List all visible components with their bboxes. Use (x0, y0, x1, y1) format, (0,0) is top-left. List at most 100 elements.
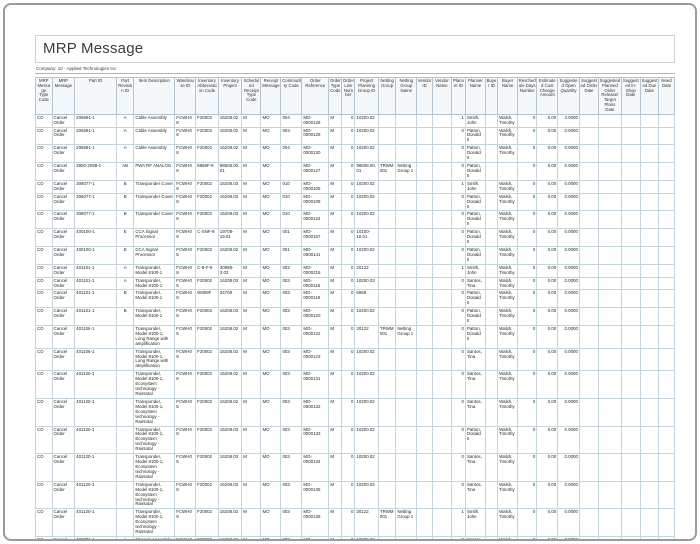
cell: 0.0000 (557, 179, 580, 194)
cell (639, 370, 660, 399)
cell: 16208.02 (217, 508, 243, 537)
cell: M (328, 126, 343, 146)
cell: MO (260, 324, 282, 349)
cell: M (328, 425, 343, 455)
cell: Walsh, Timothy (497, 397, 519, 427)
cell: FCWH08 (174, 397, 197, 427)
cell (484, 508, 499, 537)
cell (578, 289, 600, 309)
cell (416, 370, 433, 399)
cell: Transponder, Model 8100-1, Ecosystem tec… (133, 370, 176, 399)
column-header: Receipt Message (260, 77, 282, 115)
cell (620, 508, 641, 537)
cell: 20122 (354, 324, 379, 349)
cell: Walsh, Timothy (497, 276, 519, 291)
table-row: CO Cancel Order 401120-1 Transponder, Model… (35, 397, 675, 427)
cell: 0 (341, 508, 356, 537)
cell (658, 126, 675, 146)
cell: Cable Assembly (133, 144, 176, 164)
cell (377, 397, 397, 427)
cell: 004 (280, 126, 303, 146)
cell: CCA Signal Processor (133, 228, 176, 247)
table-row: CO Cancel Order 401120-1 Transponder, Model… (35, 480, 675, 510)
cell: 003 (280, 276, 303, 291)
cell: M (241, 144, 262, 164)
cell: 0 (517, 228, 538, 247)
cell: MO-0000123 (301, 347, 330, 372)
cell: 0.00 (536, 289, 559, 309)
cell: MO (260, 210, 282, 230)
cell: Walsh, Timothy (497, 535, 519, 539)
cell: MO (260, 126, 282, 146)
cell: Walsh, Timothy (497, 263, 519, 278)
cell: 0.00 (536, 162, 559, 181)
cell: 0 (341, 289, 356, 309)
cell: CO (35, 347, 53, 372)
cell: 0.0000 (557, 307, 580, 326)
cell (598, 347, 622, 372)
cell: 16208.03 (217, 179, 243, 194)
cell (395, 210, 418, 230)
cell (598, 276, 622, 291)
cell (620, 453, 641, 482)
cell: Cancel Order (51, 144, 76, 164)
cell: CO (35, 535, 53, 539)
cell: 401106-1 (74, 324, 117, 349)
cell: Walsh, Timothy (497, 210, 519, 230)
cell (431, 370, 453, 399)
cell (416, 480, 433, 510)
cell (658, 425, 675, 455)
cell: 10200.02 (354, 210, 379, 230)
column-header: Need Date (658, 77, 675, 115)
cell: M (241, 263, 262, 278)
cell (658, 347, 675, 372)
cell (395, 370, 418, 399)
cell: F20002 (195, 324, 219, 349)
cell: A (115, 144, 135, 164)
cell (484, 480, 499, 510)
cell: A (115, 126, 135, 146)
cell: Netting Group 1 (395, 162, 418, 181)
cell: 0 (451, 289, 466, 309)
cell: 0 (517, 245, 538, 265)
cell: M (241, 370, 262, 399)
cell: 0 (451, 276, 466, 291)
cell (598, 453, 622, 482)
cell: 0.0000 (557, 276, 580, 291)
cell (639, 508, 660, 537)
column-header: Netting Group (377, 77, 397, 115)
cell (598, 210, 622, 230)
cell: 003 (280, 508, 303, 537)
cell (620, 263, 641, 278)
cell: M (328, 347, 343, 372)
cell: F20002 (195, 126, 219, 146)
cell: 0.00 (536, 245, 559, 265)
cell: 0 (451, 144, 466, 164)
cell: MO-0000132 (301, 397, 330, 427)
cell (658, 453, 675, 482)
cell: 0.0000 (557, 162, 580, 181)
cell (395, 192, 418, 212)
cell (578, 425, 600, 455)
cell: 16208.03 (217, 453, 243, 482)
cell: 0 (451, 370, 466, 399)
cell: CO (35, 508, 53, 537)
report-content: MRP Message Company: 10 - Applied Techno… (35, 35, 675, 539)
cell (484, 126, 499, 146)
cell (658, 162, 675, 181)
cell (578, 347, 600, 372)
cell: M (328, 192, 343, 212)
cell: E (115, 228, 135, 247)
cell: 0 (341, 162, 356, 181)
cell: B (115, 179, 135, 194)
cell: M (241, 210, 262, 230)
cell: 0.0000 (557, 508, 580, 537)
cell (639, 192, 660, 212)
cell (658, 508, 675, 537)
cell: 0 (517, 192, 538, 212)
cell: 0 (341, 144, 356, 164)
cell: 0 (517, 535, 538, 539)
cell: M (328, 162, 343, 181)
cell: 0 (451, 324, 466, 349)
